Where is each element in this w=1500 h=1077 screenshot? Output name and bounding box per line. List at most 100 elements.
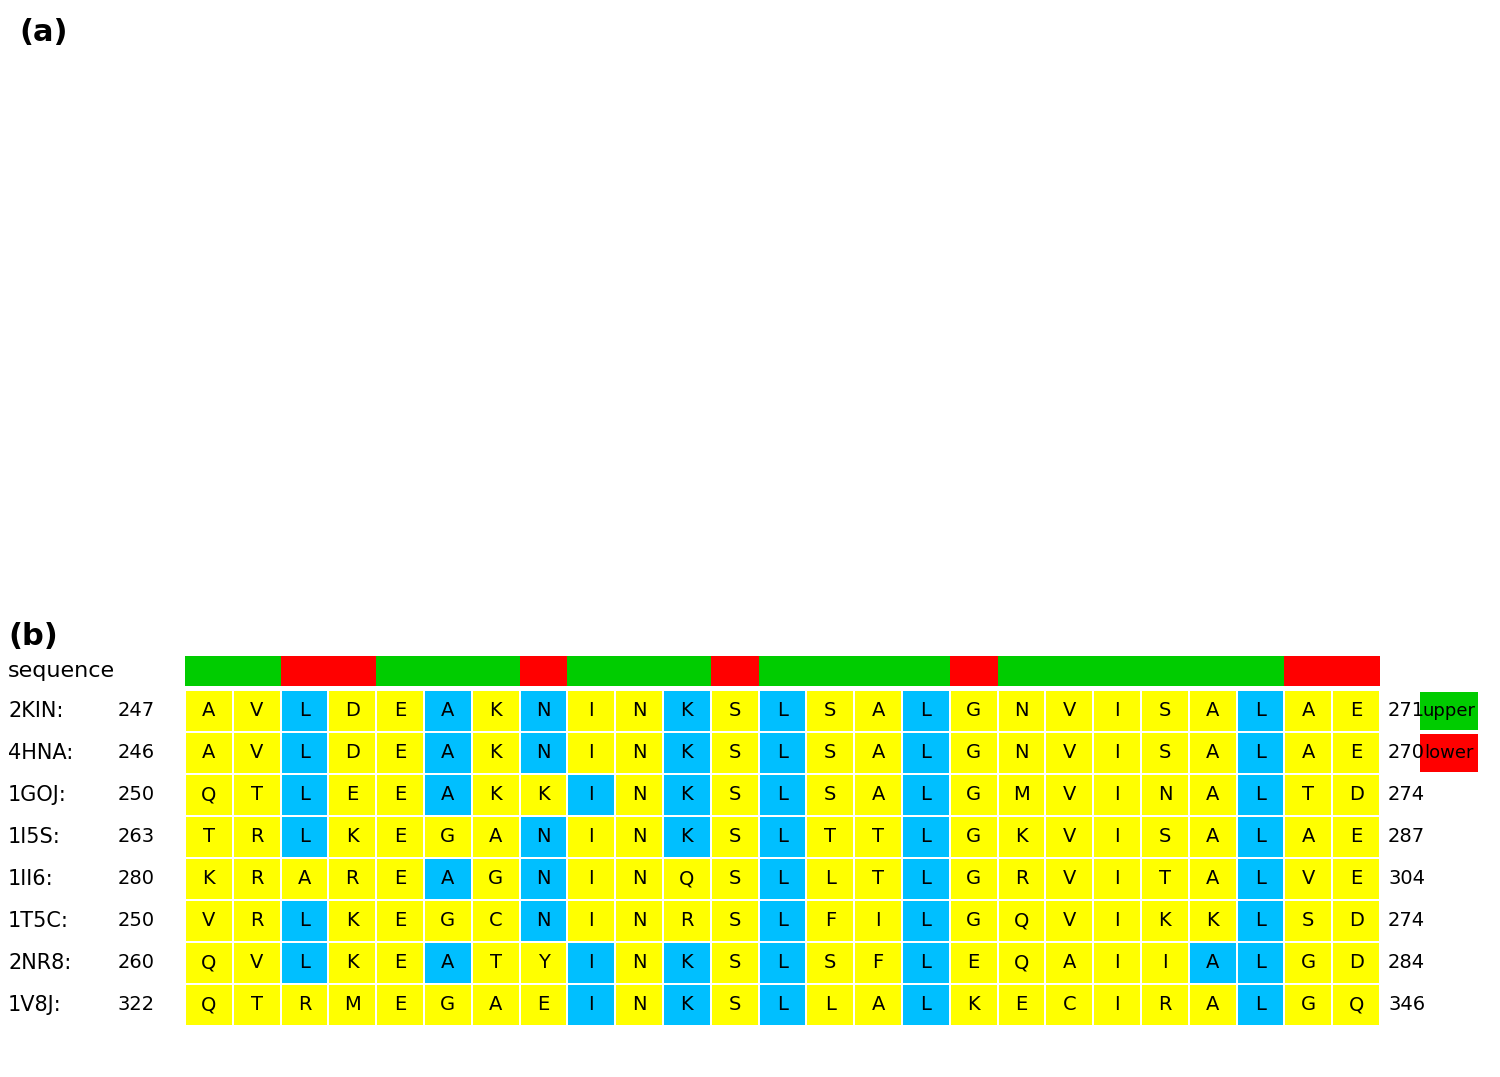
Bar [568, 943, 614, 983]
Text: L: L [777, 869, 788, 889]
Text: Q: Q [201, 953, 216, 973]
Text: 2KIN:: 2KIN: [8, 701, 63, 721]
Bar [807, 817, 853, 857]
Text: S: S [1158, 827, 1172, 847]
Bar [234, 901, 279, 941]
Text: T: T [871, 827, 883, 847]
Text: A: A [1206, 995, 1219, 1015]
Text: N: N [536, 827, 550, 847]
Bar [664, 985, 710, 1025]
Bar [568, 733, 614, 773]
Bar [999, 775, 1044, 815]
Bar [1190, 691, 1236, 731]
Text: L: L [777, 953, 788, 973]
Bar [330, 817, 375, 857]
Text: N: N [632, 701, 646, 721]
Bar [1047, 985, 1092, 1025]
Bar [1286, 733, 1330, 773]
Bar [376, 817, 423, 857]
Text: N: N [536, 911, 550, 931]
Bar [855, 775, 901, 815]
Bar [282, 943, 327, 983]
Bar [1286, 775, 1330, 815]
Text: S: S [729, 869, 741, 889]
Text: I: I [1114, 743, 1120, 763]
Bar [1420, 733, 1478, 772]
Text: 250: 250 [118, 785, 154, 805]
Bar [520, 859, 567, 899]
Text: K: K [681, 785, 693, 805]
Bar [472, 943, 519, 983]
Bar [616, 733, 662, 773]
Bar [472, 985, 519, 1025]
Bar [616, 691, 662, 731]
Bar [330, 733, 375, 773]
Bar [903, 985, 950, 1025]
Text: A: A [441, 785, 454, 805]
Text: E: E [1016, 995, 1028, 1015]
Bar [903, 901, 950, 941]
Bar [330, 901, 375, 941]
Bar [951, 859, 996, 899]
Text: T: T [1302, 785, 1314, 805]
Bar [1334, 985, 1378, 1025]
Text: N: N [1014, 743, 1029, 763]
Bar [1420, 691, 1478, 730]
Text: I: I [588, 995, 594, 1015]
Text: Q: Q [1348, 995, 1364, 1015]
Bar [664, 691, 710, 731]
Bar [664, 817, 710, 857]
Bar [1142, 901, 1188, 941]
Bar [567, 656, 711, 686]
Bar [282, 901, 327, 941]
Text: I: I [1114, 911, 1120, 931]
Bar [1190, 943, 1236, 983]
Bar [855, 817, 901, 857]
Bar [1190, 901, 1236, 941]
Text: S: S [729, 827, 741, 847]
Bar [186, 691, 232, 731]
Text: 304: 304 [1388, 869, 1425, 889]
Bar [1094, 985, 1140, 1025]
Bar [712, 943, 758, 983]
Bar [999, 901, 1044, 941]
Text: A: A [1302, 827, 1316, 847]
Text: R: R [251, 911, 264, 931]
Text: S: S [729, 953, 741, 973]
Text: G: G [488, 869, 504, 889]
Text: L: L [1256, 701, 1266, 721]
Bar [472, 691, 519, 731]
Text: K: K [489, 785, 502, 805]
Text: G: G [966, 869, 981, 889]
Bar [1238, 733, 1284, 773]
Text: (b): (b) [8, 621, 57, 651]
Bar [759, 901, 806, 941]
Bar [807, 691, 853, 731]
Text: I: I [588, 785, 594, 805]
Bar [472, 775, 519, 815]
Text: V: V [251, 701, 264, 721]
Text: R: R [1158, 995, 1172, 1015]
Bar [1142, 985, 1188, 1025]
Bar [520, 691, 567, 731]
Bar [712, 775, 758, 815]
Text: L: L [921, 869, 932, 889]
Text: A: A [202, 743, 216, 763]
Bar [330, 985, 375, 1025]
Text: S: S [1302, 911, 1314, 931]
Text: N: N [1158, 785, 1172, 805]
Bar [186, 733, 232, 773]
Text: E: E [394, 869, 406, 889]
Text: V: V [251, 743, 264, 763]
Bar [807, 985, 853, 1025]
Bar [951, 733, 996, 773]
Bar [903, 775, 950, 815]
Text: 270: 270 [1388, 743, 1425, 763]
Text: D: D [345, 701, 360, 721]
Text: A: A [298, 869, 310, 889]
Text: L: L [298, 827, 310, 847]
Bar [1238, 901, 1284, 941]
Text: N: N [1014, 701, 1029, 721]
Text: S: S [824, 743, 837, 763]
Text: E: E [1350, 827, 1362, 847]
